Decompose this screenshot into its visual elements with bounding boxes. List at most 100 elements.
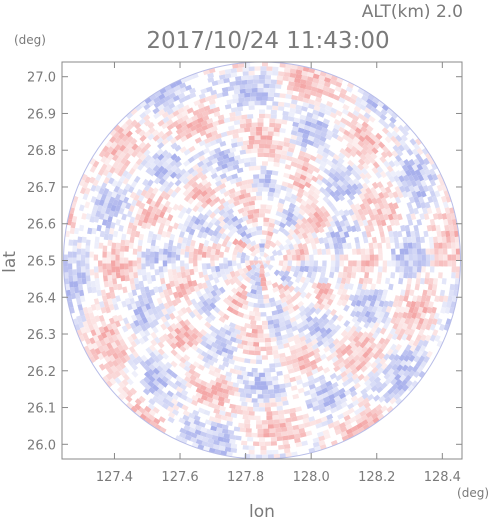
x-axis: 127.4 127.6 127.8 128.0 128.2 128.4	[96, 62, 461, 485]
radar-cell	[238, 93, 245, 99]
radar-cell	[85, 269, 90, 276]
radar-cell	[141, 222, 147, 229]
radar-cell	[447, 295, 453, 303]
radar-cell	[290, 353, 298, 360]
radar-cell	[453, 289, 459, 297]
radar-cell	[154, 257, 159, 264]
radar-cell	[260, 66, 267, 71]
radar-cell	[399, 169, 407, 177]
radar-cell	[363, 236, 369, 244]
radar-cell	[280, 119, 288, 125]
radar-cell	[363, 277, 369, 285]
radar-cell	[135, 355, 143, 363]
radar-cell	[223, 278, 231, 286]
radar-cell	[347, 178, 355, 187]
radar-cell	[215, 349, 223, 356]
radar-cell	[239, 326, 247, 332]
radar-cell	[119, 245, 125, 252]
radar-cell	[239, 84, 246, 90]
radar-cell	[147, 297, 154, 305]
radar-cell	[222, 313, 230, 321]
radar-cell	[287, 307, 295, 315]
radar-cell	[141, 305, 148, 313]
radar-cell	[426, 289, 432, 297]
radar-cell	[124, 183, 131, 191]
radar-cell	[311, 216, 319, 224]
radar-cell	[267, 454, 274, 459]
radar-cell	[327, 337, 335, 345]
radar-cell	[303, 390, 311, 397]
radar-cell	[160, 315, 168, 323]
radar-cell	[229, 332, 237, 339]
radar-cell	[334, 428, 342, 436]
radar-cell	[202, 213, 209, 221]
radar-cell	[360, 99, 368, 107]
radar-cell	[375, 109, 383, 117]
radar-cell	[134, 398, 143, 406]
radar-cell	[231, 298, 239, 306]
radar-cell	[91, 227, 97, 235]
radar-cell	[299, 340, 307, 347]
radar-cell	[447, 260, 452, 267]
radar-cell	[167, 325, 174, 333]
radar-cell	[151, 205, 159, 213]
radar-cell	[380, 151, 388, 159]
radar-cell	[146, 236, 153, 244]
radar-cell	[122, 317, 130, 325]
radar-cell	[228, 326, 236, 333]
radar-cell	[372, 352, 380, 360]
radar-cell	[209, 135, 217, 142]
radar-cell	[307, 320, 315, 328]
radar-cell	[448, 289, 454, 297]
radar-cell	[102, 375, 110, 383]
radar-cell	[177, 204, 184, 212]
radar-cell	[160, 277, 166, 285]
radar-cell	[350, 395, 358, 403]
radar-cell	[317, 398, 325, 405]
radar-cell	[376, 166, 384, 174]
radar-cell	[449, 230, 455, 238]
radar-cell	[273, 157, 280, 163]
radar-cell	[358, 405, 367, 413]
radar-cell	[103, 187, 110, 196]
radar-cell	[114, 369, 122, 378]
radar-cell	[215, 381, 222, 388]
radar-cell	[233, 200, 241, 207]
radar-cell	[206, 118, 214, 125]
radar-cell	[127, 222, 134, 229]
radar-cell	[276, 340, 283, 346]
radar-cell	[351, 272, 357, 279]
radar-cell	[143, 329, 151, 337]
radar-cell	[245, 232, 253, 239]
radar-cell	[99, 230, 105, 238]
x-tick-label: 127.8	[227, 470, 264, 485]
radar-cell	[370, 152, 378, 160]
radar-cell	[285, 215, 293, 223]
radar-cell	[349, 340, 357, 348]
radar-cell	[81, 278, 87, 285]
radar-cell	[64, 283, 70, 291]
radar-cell	[210, 172, 218, 180]
radar-cell	[241, 114, 248, 120]
radar-cell	[402, 236, 408, 244]
radar-cell	[422, 306, 428, 314]
radar-cell	[87, 227, 93, 235]
radar-cell	[167, 401, 175, 408]
radar-cell	[139, 300, 146, 308]
radar-cell	[211, 271, 218, 279]
radar-cell	[306, 341, 314, 349]
radar-cell	[371, 305, 378, 313]
radar-cell	[408, 317, 416, 325]
radar-cell	[70, 292, 76, 300]
radar-cell	[262, 62, 268, 63]
radar-cell	[156, 216, 163, 224]
radar-cell	[332, 386, 340, 394]
radar-cell	[206, 245, 212, 253]
radar-cell	[193, 419, 201, 426]
radar-cell	[318, 226, 325, 234]
radar-cell	[238, 97, 245, 103]
radar-cell	[205, 387, 213, 394]
radar-cell	[143, 130, 151, 138]
radar-cell	[129, 236, 135, 244]
radar-cell	[195, 313, 203, 321]
